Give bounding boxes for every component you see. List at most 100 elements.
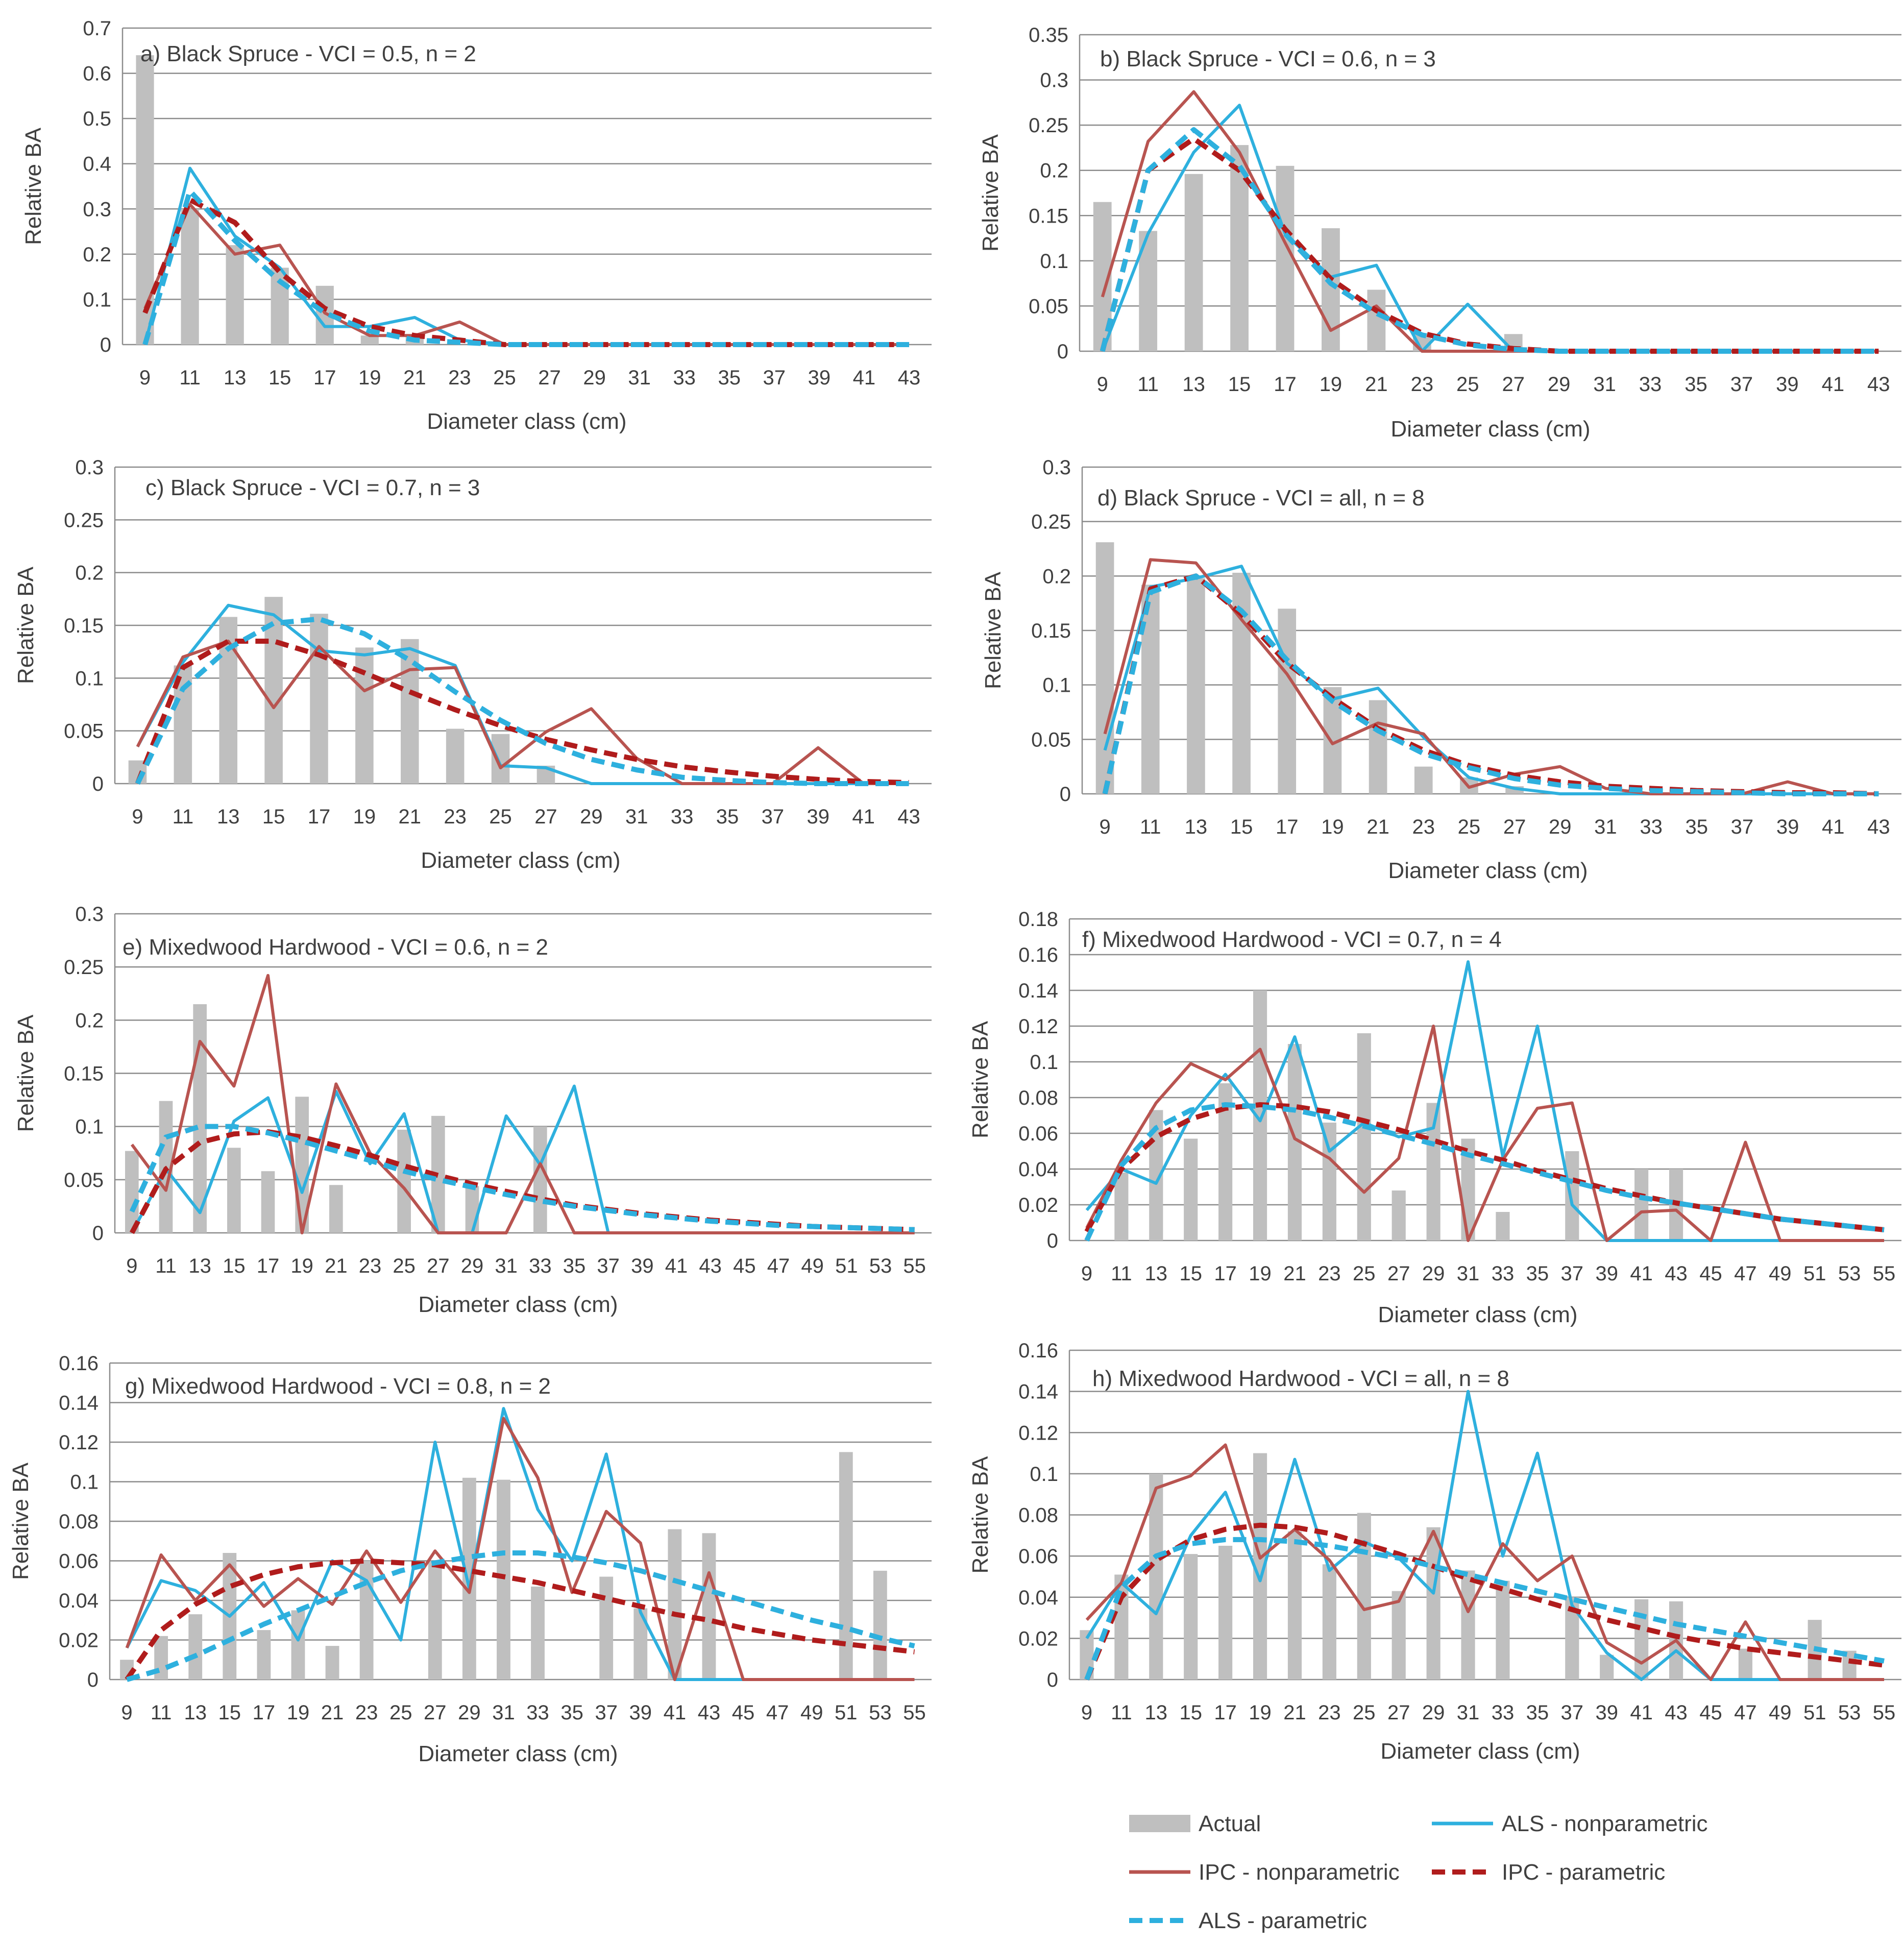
x-tick-label: 17 (313, 367, 336, 389)
x-axis-label: Diameter class (cm) (418, 1741, 618, 1766)
x-tick-label: 33 (1639, 373, 1662, 396)
x-tick-label: 41 (1630, 1262, 1653, 1285)
series-line-ipc-parametric (1084, 1522, 1885, 1681)
y-tick-label: 0.12 (1018, 1015, 1058, 1038)
x-tick-label: 15 (268, 367, 291, 389)
x-tick-label: 15 (1179, 1701, 1202, 1724)
y-tick-label: 0.04 (59, 1590, 99, 1612)
x-tick-label: 17 (1274, 373, 1297, 396)
x-tick-label: 17 (1214, 1701, 1237, 1724)
y-tick-label: 0.25 (1031, 511, 1071, 533)
x-tick-label: 53 (1838, 1701, 1861, 1724)
x-tick-label: 33 (526, 1701, 549, 1724)
bar-actual (533, 1126, 547, 1233)
x-tick-label: 11 (173, 806, 194, 828)
bar-actual (599, 1576, 614, 1680)
bar-actual (1634, 1169, 1649, 1241)
y-axis-label: Relative BA (978, 134, 1003, 252)
y-tick-label: 0.16 (59, 1352, 99, 1375)
y-tick-label: 0.08 (59, 1511, 99, 1533)
x-tick-label: 35 (1526, 1701, 1549, 1724)
bar-actual (325, 1646, 339, 1680)
bar-actual (428, 1561, 442, 1680)
x-tick-label: 19 (290, 1255, 313, 1277)
x-axis-label: Diameter class (cm) (1390, 417, 1590, 442)
x-tick-label: 21 (325, 1255, 348, 1277)
series-line-ipc-nonparametric (130, 974, 915, 1234)
y-tick-label: 0.1 (1030, 1051, 1058, 1074)
legend-label-ipc-parametric: IPC - parametric (1502, 1860, 1665, 1885)
y-tick-label: 0.15 (64, 615, 104, 637)
y-axis-label: Relative BA (981, 571, 1006, 689)
series-line-ipc-parametric (125, 1558, 915, 1681)
x-tick-label: 15 (262, 806, 285, 828)
panel-a: 0 0.1 0.2 0.3 0.4 0.5 0.6 0.7 9 11 13 15 17 19 21 23 25 2… (21, 17, 932, 434)
x-tick-label: 39 (808, 367, 831, 389)
legend-label-ipc-nonparametric: IPC - nonparametric (1199, 1860, 1400, 1885)
panel-title: b) Black Spruce - VCI = 0.6, n = 3 (1100, 46, 1436, 71)
x-tick-label: 25 (1458, 816, 1481, 838)
bar-actual (1322, 228, 1340, 351)
bar-actual (188, 1614, 203, 1680)
x-tick-label: 51 (835, 1701, 858, 1724)
x-tick-label: 27 (424, 1701, 447, 1724)
x-tick-label: 13 (1185, 816, 1208, 838)
x-tick-label: 41 (1822, 816, 1845, 838)
x-tick-label: 11 (1111, 1701, 1132, 1724)
series-line-ipc-parametric (1100, 136, 1879, 354)
legend-label-als-parametric: ALS - parametric (1199, 1908, 1367, 1933)
y-tick-label: 0.2 (1042, 565, 1071, 588)
panel-title: c) Black Spruce - VCI = 0.7, n = 3 (145, 475, 480, 500)
bar-actual (873, 1570, 887, 1680)
bar-actual (401, 639, 419, 784)
bar-actual (1184, 1138, 1198, 1241)
y-tick-label: 0 (1047, 1230, 1058, 1252)
bar-actual (1496, 1212, 1510, 1241)
x-tick-label: 19 (1321, 816, 1344, 838)
y-tick-label: 0 (1060, 783, 1071, 806)
x-axis-label: Diameter class (cm) (418, 1292, 618, 1317)
panel-title: a) Black Spruce - VCI = 0.5, n = 2 (140, 41, 476, 66)
bar-actual (261, 1171, 275, 1233)
panel-title: e) Mixedwood Hardwood - VCI = 0.6, n = 2 (123, 935, 548, 960)
panel-c: 0 0.05 0.1 0.15 0.2 0.25 0.3 9 11 13 15 17 19 21 23 25 2… (13, 456, 932, 873)
x-tick-label: 23 (444, 806, 467, 828)
bar-actual (181, 209, 199, 345)
x-tick-label: 21 (1365, 373, 1388, 396)
x-tick-label: 9 (1081, 1262, 1092, 1285)
series-line-als-nonparametric (1103, 565, 1879, 795)
bar-actual (1276, 165, 1295, 351)
x-tick-label: 25 (389, 1701, 412, 1724)
bar-actual (1322, 1123, 1336, 1241)
bar-actual (465, 1186, 479, 1233)
bar-actual (1367, 289, 1386, 351)
y-axis-label: Relative BA (21, 127, 46, 245)
y-tick-label: 0.25 (64, 956, 104, 979)
bar-actual (1738, 1648, 1752, 1680)
x-tick-label: 17 (257, 1255, 280, 1277)
x-tick-label: 17 (253, 1701, 276, 1724)
y-tick-label: 0.2 (75, 1009, 104, 1032)
panel-b: 0 0.05 0.1 0.15 0.2 0.25 0.3 0.35 9 11 13 15 17 19 21 2… (978, 24, 1901, 442)
x-tick-label: 41 (664, 1701, 687, 1724)
x-tick-label: 35 (1526, 1262, 1549, 1285)
y-tick-label: 0.08 (1018, 1504, 1058, 1527)
y-tick-label: 0.18 (1018, 908, 1058, 931)
x-tick-label: 9 (1097, 373, 1108, 396)
x-tick-label: 15 (1179, 1262, 1202, 1285)
x-tick-label: 27 (538, 367, 561, 389)
x-tick-label: 41 (853, 367, 876, 389)
series-line-als-parametric (1084, 1102, 1885, 1242)
x-tick-label: 19 (353, 806, 376, 828)
bar-actual (257, 1630, 271, 1680)
x-tick-label: 11 (1137, 373, 1159, 396)
y-tick-label: 0.1 (70, 1471, 99, 1494)
bar-actual (1187, 578, 1205, 794)
series-line-als-parametric (135, 616, 909, 786)
x-tick-label: 39 (1595, 1262, 1618, 1285)
x-tick-label: 37 (595, 1701, 618, 1724)
x-tick-label: 15 (1228, 373, 1251, 396)
bar-actual (531, 1586, 545, 1680)
x-tick-label: 25 (1456, 373, 1479, 396)
panel-e: 0 0.05 0.1 0.15 0.2 0.25 0.3 9 11 13 15 17 19 21 23 25 2… (13, 903, 932, 1317)
